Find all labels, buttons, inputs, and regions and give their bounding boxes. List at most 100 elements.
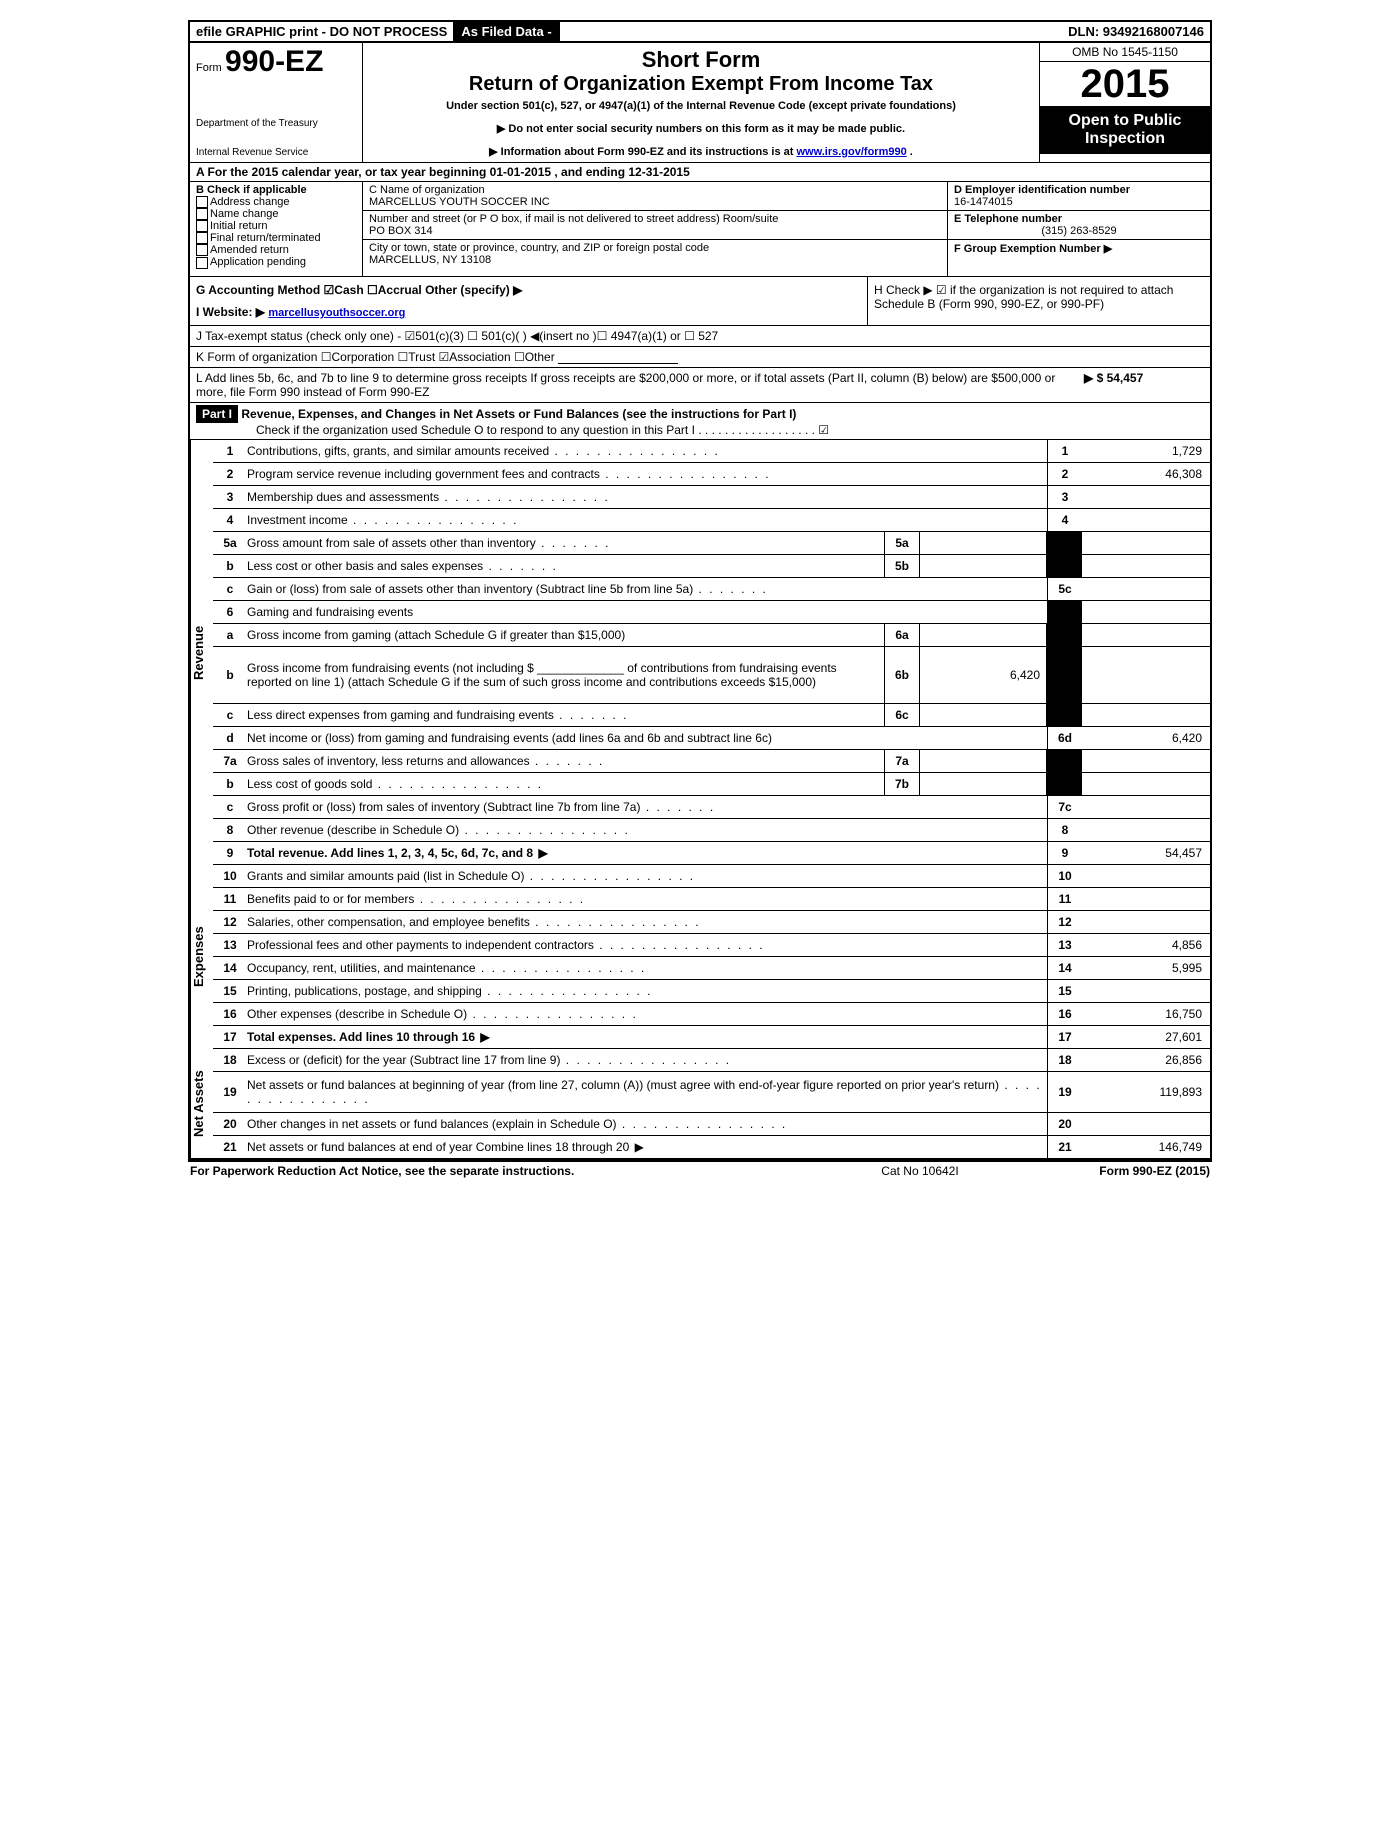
e-value: (315) 263-8529 [954,225,1204,237]
checkbox-icon[interactable] [196,220,208,232]
line-9-rn: 9 [1047,842,1082,864]
k-text: K Form of organization ☐Corporation ☐Tru… [196,350,555,364]
line-6b-rv [1082,647,1210,703]
b-opt-2-label: Initial return [210,220,267,232]
line-6-rn-shaded [1047,601,1082,623]
l-amount: ▶ $ 54,457 [1076,371,1204,399]
line-16-rv: 16,750 [1082,1003,1210,1025]
c-name-value: MARCELLUS YOUTH SOCCER INC [369,196,941,208]
line-21-desc: Net assets or fund balances at end of ye… [247,1138,1047,1156]
line-6b: b Gross income from fundraising events (… [213,647,1210,704]
line-7b-sv [920,773,1047,795]
line-18: 18 Excess or (deficit) for the year (Sub… [213,1049,1210,1072]
line-6c: c Less direct expenses from gaming and f… [213,704,1210,727]
side-revenue: Revenue [190,440,213,865]
line-17: 17 Total expenses. Add lines 10 through … [213,1026,1210,1049]
line-15-num: 15 [213,982,247,1000]
line-12-desc: Salaries, other compensation, and employ… [247,913,1047,931]
line-7a: 7a Gross sales of inventory, less return… [213,750,1210,773]
line-19: 19 Net assets or fund balances at beginn… [213,1072,1210,1113]
checkbox-icon[interactable] [196,196,208,208]
checkbox-icon[interactable] [196,244,208,256]
line-2-rv: 46,308 [1082,463,1210,485]
line-2-rn: 2 [1047,463,1082,485]
checkbox-icon[interactable] [196,257,208,269]
irs-link[interactable]: www.irs.gov/form990 [796,146,906,158]
line-9-rv: 54,457 [1082,842,1210,864]
line-11-desc: Benefits paid to or for members [247,890,1047,908]
line-6a-rv [1082,624,1210,646]
section-b: B Check if applicable Address change Nam… [190,182,363,276]
expenses-area: Expenses 10 Grants and similar amounts p… [190,865,1210,1049]
line-5a-rn-shaded [1047,532,1082,554]
e-tel: E Telephone number (315) 263-8529 [948,211,1210,239]
line-6c-rn-shaded [1047,704,1082,726]
b-opt-4: Amended return [196,244,356,256]
line-7a-rv [1082,750,1210,772]
line-18-num: 18 [213,1051,247,1069]
line-15: 15 Printing, publications, postage, and … [213,980,1210,1003]
line-16-rn: 16 [1047,1003,1082,1025]
line-11-rv [1082,888,1210,910]
line-5b: b Less cost or other basis and sales exp… [213,555,1210,578]
line-11-num: 11 [213,890,247,908]
line-7c-desc: Gross profit or (loss) from sales of inv… [247,798,1047,816]
line-2-num: 2 [213,465,247,483]
line-13-rv: 4,856 [1082,934,1210,956]
checkbox-icon[interactable] [196,232,208,244]
line-6a-sn: 6a [884,624,920,646]
form-number: 990-EZ [225,45,323,78]
part1-label: Part I [196,405,238,423]
netassets-area: Net Assets 18 Excess or (deficit) for th… [190,1049,1210,1160]
b-opt-0-label: Address change [210,196,290,208]
b-opt-3: Final return/terminated [196,232,356,244]
line-19-desc: Net assets or fund balances at beginning… [247,1076,1047,1108]
website-link[interactable]: marcellusyouthsoccer.org [268,307,405,319]
section-k: K Form of organization ☐Corporation ☐Tru… [190,347,1210,368]
b-opt-3-label: Final return/terminated [210,232,321,244]
line-7a-num: 7a [213,752,247,770]
line-17-rv: 27,601 [1082,1026,1210,1048]
section-cde: C Name of organization MARCELLUS YOUTH S… [363,182,1210,276]
line-20-rv [1082,1113,1210,1135]
line-3-rv [1082,486,1210,508]
line-16-num: 16 [213,1005,247,1023]
d-ein: D Employer identification number 16-1474… [948,182,1210,210]
line-1-num: 1 [213,442,247,460]
line-5b-sv [920,555,1047,577]
title-under: Under section 501(c), 527, or 4947(a)(1)… [369,100,1033,112]
line-5b-num: b [213,557,247,575]
section-g: G Accounting Method ☑Cash ☐Accrual Other… [190,277,868,325]
b-opt-1-label: Name change [210,208,279,220]
form-prefix: Form [196,62,222,74]
line-3-desc: Membership dues and assessments [247,488,1047,506]
line-4-rv [1082,509,1210,531]
c-city-value: MARCELLUS, NY 13108 [369,254,941,266]
line-10-num: 10 [213,867,247,885]
b-opt-5-label: Application pending [210,256,306,268]
line-5c-num: c [213,580,247,598]
line-6c-sv [920,704,1047,726]
line-10-desc: Grants and similar amounts paid (list in… [247,867,1047,885]
b-title: B Check if applicable [196,184,356,196]
checkbox-icon[interactable] [196,208,208,220]
line-3-num: 3 [213,488,247,506]
line-7c: c Gross profit or (loss) from sales of i… [213,796,1210,819]
line-2: 2 Program service revenue including gove… [213,463,1210,486]
line-16: 16 Other expenses (describe in Schedule … [213,1003,1210,1026]
line-18-rv: 26,856 [1082,1049,1210,1071]
section-bcdef: B Check if applicable Address change Nam… [190,182,1210,277]
f-group: F Group Exemption Number ▶ [948,240,1210,276]
line-12-num: 12 [213,913,247,931]
line-7b-desc: Less cost of goods sold [247,775,884,793]
line-1: 1 Contributions, gifts, grants, and simi… [213,440,1210,463]
b-opt-0: Address change [196,196,356,208]
line-10-rn: 10 [1047,865,1082,887]
line-13: 13 Professional fees and other payments … [213,934,1210,957]
line-7c-rn: 7c [1047,796,1082,818]
line-6: 6 Gaming and fundraising events [213,601,1210,624]
part1-header: Part I Revenue, Expenses, and Changes in… [190,403,1210,440]
line-5b-sn: 5b [884,555,920,577]
line-11-rn: 11 [1047,888,1082,910]
form-990ez: efile GRAPHIC print - DO NOT PROCESS As … [188,20,1212,1162]
